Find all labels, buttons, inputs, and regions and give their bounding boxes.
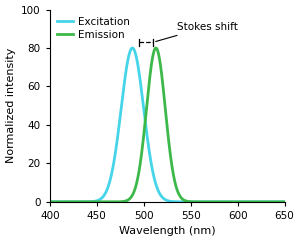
Emission: [287, 200, 291, 203]
Legend: Excitation, Emission: Excitation, Emission: [55, 15, 132, 42]
Emission: [292, 200, 296, 203]
Text: Stokes shift: Stokes shift: [156, 22, 237, 41]
X-axis label: Wavelength (nm): Wavelength (nm): [119, 227, 215, 236]
Emission: [68, 200, 71, 203]
Excitation: [287, 200, 291, 203]
Excitation: [147, 146, 151, 149]
Excitation: [292, 200, 296, 203]
Excitation: [260, 200, 263, 203]
Emission: [154, 46, 158, 49]
Line: Emission: Emission: [40, 48, 294, 202]
Excitation: [136, 63, 140, 66]
Line: Excitation: Excitation: [40, 48, 294, 202]
Excitation: [68, 200, 71, 203]
Excitation: [39, 200, 42, 203]
Emission: [82, 200, 86, 203]
Emission: [260, 200, 263, 203]
Emission: [136, 177, 140, 180]
Y-axis label: Normalized intensity: Normalized intensity: [6, 48, 16, 163]
Excitation: [131, 46, 134, 49]
Emission: [147, 87, 150, 90]
Emission: [39, 200, 42, 203]
Excitation: [82, 200, 86, 203]
